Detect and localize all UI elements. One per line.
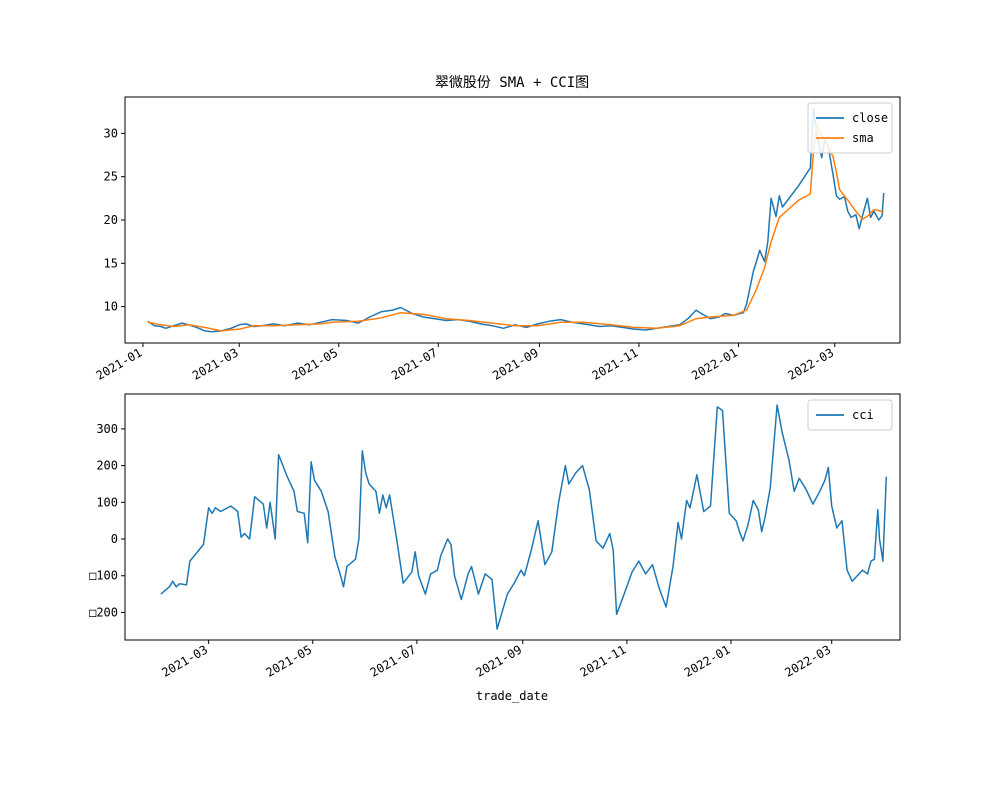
- legend-label-sma: sma: [852, 131, 874, 145]
- y-tick-label: 25: [104, 170, 118, 184]
- legend-box: [807, 399, 893, 431]
- x-tick-label: 2021-11: [590, 345, 641, 382]
- y-tick-label: 30: [104, 126, 118, 140]
- x-axis-label: trade_date: [476, 689, 548, 703]
- x-tick-label: 2021-09: [473, 642, 524, 679]
- series-line-close: [147, 107, 885, 333]
- plot-frame: [124, 393, 901, 641]
- y-tick-label: 100: [96, 495, 118, 509]
- legend-label-cci: cci: [852, 408, 874, 422]
- x-tick-label: 2021-05: [263, 642, 314, 679]
- subplot-2: □200 □100 0 100 200 300 2021-03 2021-05 2021-07 2…: [89, 393, 901, 680]
- legend-box: [807, 102, 893, 154]
- x-tick-label: 2021-01: [94, 345, 145, 382]
- y-tick-label: □100: [89, 569, 118, 583]
- y-tick-label: 10: [104, 300, 118, 314]
- x-tick-label: 2021-05: [289, 345, 340, 382]
- legend: close sma: [807, 102, 893, 154]
- x-tick-label: 2022-01: [682, 642, 733, 679]
- x-tick-label: 2022-01: [689, 345, 740, 382]
- series-line-cci: [160, 404, 888, 630]
- plot-frame: [124, 96, 901, 344]
- x-tick-label: 2022-03: [785, 345, 836, 382]
- y-tick-label: □200: [89, 605, 118, 619]
- y-tick-label: 200: [96, 459, 118, 473]
- legend: cci: [807, 399, 893, 431]
- chart-title: 翠微股份 SMA + CCI图: [435, 75, 589, 91]
- y-tick-label: 20: [104, 213, 118, 227]
- x-tick-label: 2021-09: [490, 345, 541, 382]
- y-tick-label: 15: [104, 256, 118, 270]
- x-tick-label: 2021-03: [190, 345, 241, 382]
- y-tick-label: 0: [111, 532, 118, 546]
- legend-label-close: close: [852, 111, 888, 125]
- subplot-1: 10 15 20 25 30 2021-01 2021-03 2021-05 2021-07 20…: [94, 96, 901, 383]
- series-line-sma: [147, 123, 884, 332]
- x-tick-label: 2021-07: [389, 345, 440, 382]
- x-tick-label: 2022-03: [782, 642, 833, 679]
- x-tick-label: 2021-03: [159, 642, 210, 679]
- y-tick-label: 300: [96, 422, 118, 436]
- x-tick-label: 2021-11: [578, 642, 629, 679]
- x-tick-label: 2021-07: [368, 642, 419, 679]
